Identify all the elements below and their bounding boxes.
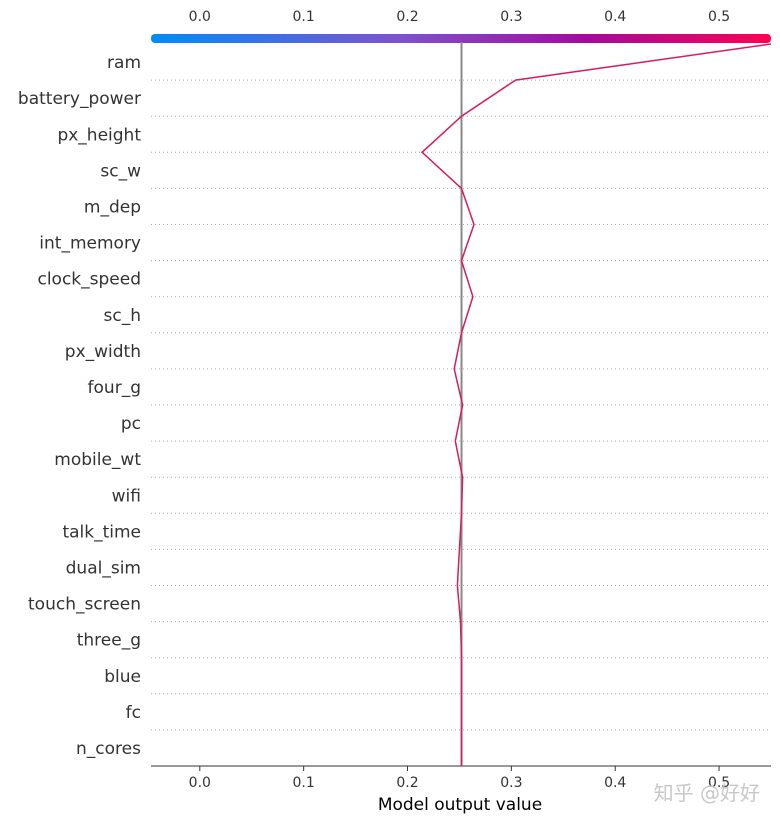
feature-label-four_g: four_g	[88, 378, 141, 398]
feature-label-px_height: px_height	[57, 125, 141, 145]
color-bar	[151, 34, 771, 43]
bottom-tick-label: 0.2	[396, 775, 418, 791]
feature-labels: ram battery_power px_height sc_w m_dep int_me…	[18, 53, 141, 759]
top-tick-label: 0.3	[500, 9, 522, 25]
watermark: 知乎 @好好	[654, 781, 760, 805]
feature-label-m_dep: m_dep	[84, 197, 141, 217]
bottom-tick-label: 0.1	[293, 775, 315, 791]
feature-label-px_width: px_width	[65, 342, 141, 362]
top-tick-label: 0.0	[189, 9, 211, 25]
decision-path	[420, 43, 772, 766]
feature-label-fc: fc	[126, 703, 141, 723]
feature-label-sc_w: sc_w	[100, 161, 141, 181]
feature-label-wifi: wifi	[112, 486, 141, 506]
feature-label-pc: pc	[121, 414, 141, 434]
feature-label-battery_power: battery_power	[18, 89, 141, 109]
feature-label-mobile_wt: mobile_wt	[54, 450, 141, 470]
feature-label-ram: ram	[107, 53, 141, 73]
feature-label-dual_sim: dual_sim	[66, 558, 141, 578]
feature-label-n_cores: n_cores	[76, 739, 141, 759]
bottom-tick-label: 0.5	[708, 775, 730, 791]
top-tick-label: 0.2	[396, 9, 418, 25]
feature-label-sc_h: sc_h	[104, 306, 141, 326]
top-tick-label: 0.5	[708, 9, 730, 25]
x-axes: Model output value 0.0 0.0 0.1 0.1 0.2 0.2 0.3…	[151, 9, 771, 815]
x-axis-title: Model output value	[378, 795, 542, 815]
grid-lines	[151, 79, 771, 731]
feature-label-three_g: three_g	[77, 631, 141, 651]
top-tick-label: 0.1	[293, 9, 315, 25]
feature-label-clock_speed: clock_speed	[37, 270, 141, 290]
bottom-tick-label: 0.3	[500, 775, 522, 791]
feature-label-talk_time: talk_time	[62, 522, 141, 542]
feature-label-blue: blue	[104, 667, 141, 687]
bottom-tick-label: 0.4	[604, 775, 626, 791]
bottom-tick-label: 0.0	[189, 775, 211, 791]
feature-label-touch_screen: touch_screen	[28, 595, 141, 615]
top-tick-label: 0.4	[604, 9, 626, 25]
feature-label-int_memory: int_memory	[39, 234, 141, 254]
